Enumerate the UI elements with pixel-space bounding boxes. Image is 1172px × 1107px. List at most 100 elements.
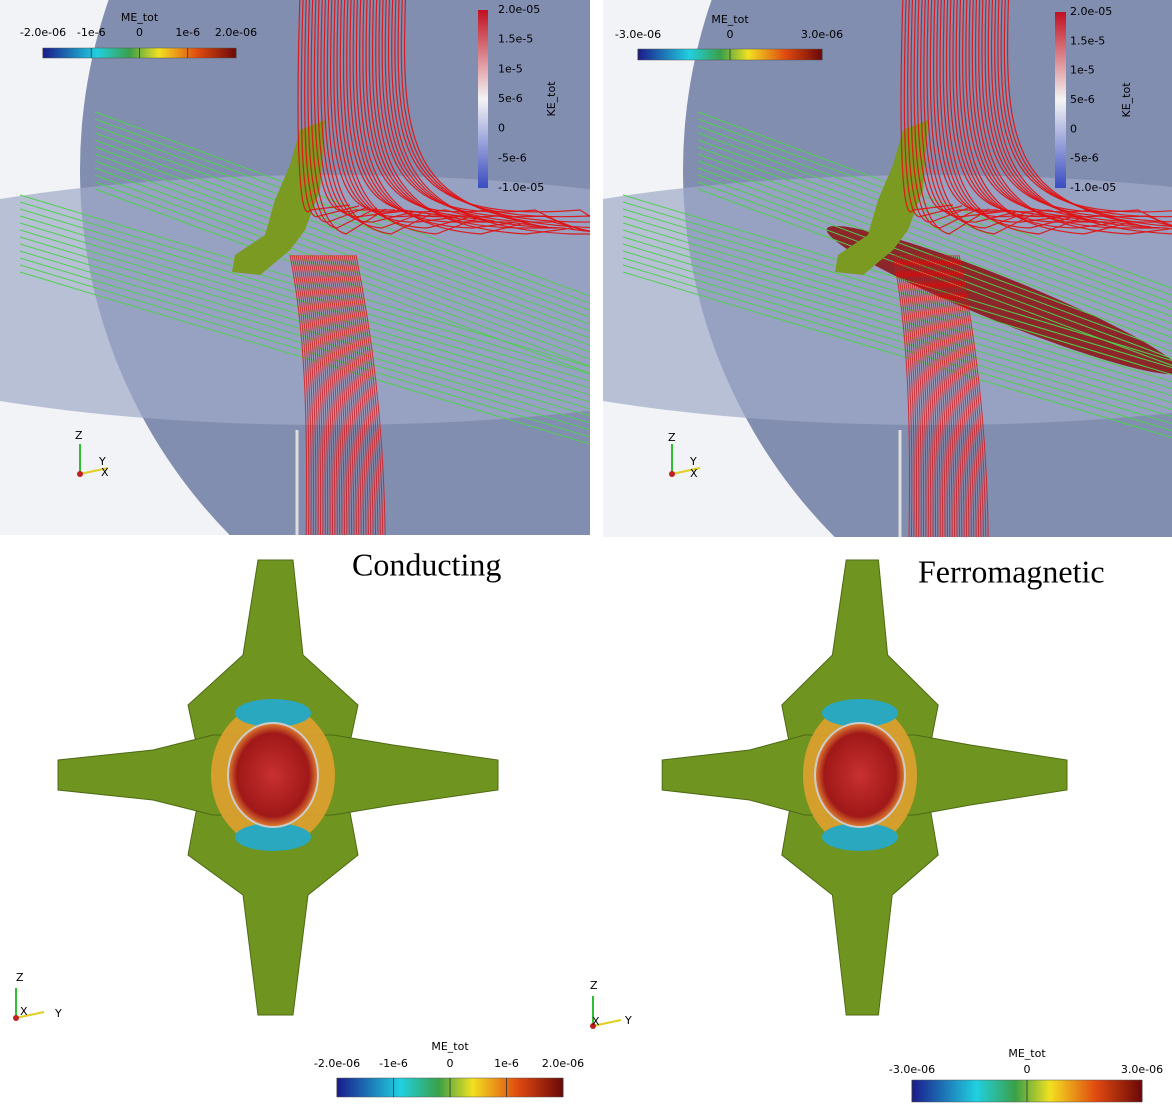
colorbar-tick-label: -1.0e-05 [1070, 181, 1116, 194]
field-line-green [697, 160, 1172, 338]
streamline [928, 254, 953, 537]
streamline [971, 0, 1152, 228]
equatorial-plane [603, 175, 1172, 425]
axis-label: X [592, 1015, 600, 1028]
streamline [894, 254, 913, 537]
shell-blue [235, 823, 311, 851]
streamline [961, 0, 1125, 235]
colorbar-tick-label: 1e-6 [175, 26, 200, 39]
colorbar-tick-label: -1e-6 [77, 26, 106, 39]
streamline [936, 254, 963, 537]
streamline [924, 254, 948, 537]
colorbar-tick-label: 2.0e-06 [542, 1057, 584, 1070]
field-line-green [622, 208, 1172, 376]
streamline [315, 254, 338, 535]
colorbar-tick-label: 0 [727, 28, 734, 41]
colorbar-tick-label: -1.0e-05 [498, 181, 544, 194]
streamline [310, 0, 387, 235]
axis-label: Y [624, 1014, 632, 1027]
streamline [955, 0, 1106, 223]
axis-label: X [20, 1005, 28, 1018]
streamline [944, 254, 972, 537]
streamline [892, 254, 911, 537]
colorbar-tick-label: 1e-5 [498, 62, 523, 75]
field-line-green [19, 271, 590, 445]
streamline [904, 254, 925, 537]
streamline [331, 254, 357, 535]
streamline [353, 254, 384, 535]
streamline [307, 254, 329, 535]
colorbar-tick-label: 5e-6 [498, 92, 523, 105]
axis-label: Z [590, 979, 598, 992]
colorbar-tick-label: 0 [136, 26, 143, 39]
colorbar-title: KE_tot [545, 81, 558, 117]
colorbar-tick-label: -1e-6 [379, 1057, 408, 1070]
streamline [949, 0, 1089, 221]
streamline [323, 0, 423, 229]
streamline [293, 254, 312, 535]
streamline [968, 0, 1143, 227]
streamline [940, 254, 968, 537]
field-line-green [94, 118, 590, 304]
streamline [910, 254, 932, 537]
colorbar-tick-label: 3.0e-06 [1121, 1063, 1163, 1076]
streamline [404, 0, 590, 229]
streamline [303, 254, 324, 535]
field-line-green [94, 160, 590, 346]
streamline [902, 254, 922, 537]
streamline [327, 254, 353, 535]
field-line-green [94, 125, 590, 311]
bottom-right-render [661, 559, 1068, 1016]
colorbar-tick-label: 0 [1070, 122, 1077, 135]
streamline [900, 0, 954, 213]
colorbar-title: KE_tot [1120, 82, 1133, 118]
streamline [333, 0, 449, 218]
streamline [908, 254, 929, 537]
streamline [916, 0, 998, 213]
field-line-green [94, 139, 590, 325]
field-line-green [697, 125, 1172, 303]
streamline [950, 254, 980, 537]
streamline [920, 0, 1008, 218]
streamline [358, 0, 522, 235]
streamline [898, 254, 918, 537]
streamline [342, 0, 477, 235]
streamline [309, 254, 331, 535]
field-line-green [622, 243, 1172, 411]
streamline [932, 254, 958, 537]
streamline [297, 0, 351, 213]
streamline [326, 0, 432, 235]
field-line-green [697, 174, 1172, 352]
colorbar-tick-label: 2.0e-06 [215, 26, 257, 39]
streamline [394, 0, 590, 217]
streamline [347, 254, 377, 535]
field-line-green [19, 264, 590, 438]
streamline [958, 254, 989, 537]
streamline [1007, 0, 1172, 227]
streamline [903, 0, 963, 218]
field-line-green [19, 222, 590, 396]
streamline [311, 254, 333, 535]
axis-x [13, 1015, 19, 1021]
streamline [387, 0, 590, 233]
streamline [397, 0, 590, 218]
streamline [1000, 0, 1172, 218]
streamline [942, 254, 970, 537]
streamline [936, 0, 1052, 218]
top-right-render [603, 0, 1172, 537]
streamline [307, 0, 378, 229]
iso-surface [232, 120, 325, 275]
colorbar-tick-label: 2.0e-05 [498, 3, 540, 16]
colorbar-tick-label: -5e-6 [1070, 152, 1099, 165]
shell-blue [822, 823, 898, 851]
streamline [313, 254, 336, 535]
field-line-green [94, 146, 590, 332]
streamline [335, 254, 362, 535]
colorbar-tick-label: 1e-5 [1070, 64, 1095, 77]
streamline [319, 254, 343, 535]
colorbar-title: ME_tot [1008, 1047, 1046, 1060]
field-line-green [19, 208, 590, 382]
colorbar-tick-label: 1e-6 [494, 1057, 519, 1070]
streamline [954, 254, 984, 537]
streamline [297, 254, 317, 535]
